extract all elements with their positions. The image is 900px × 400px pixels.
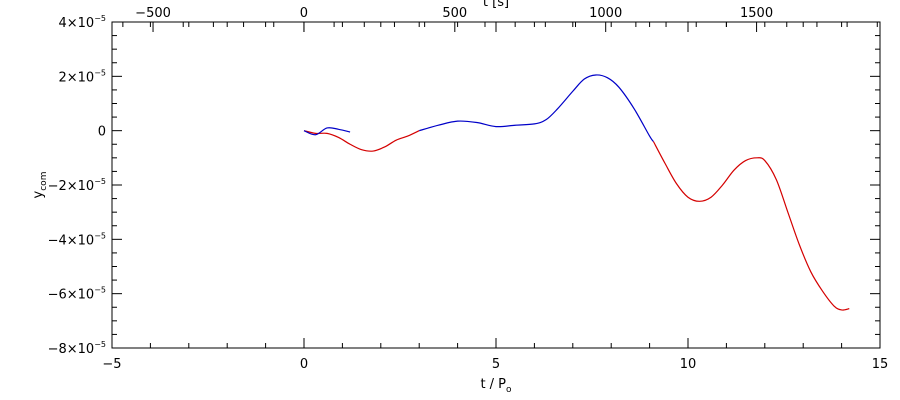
y-tick-label: 2×10−5 [58,68,106,85]
y-tick-label: −8×10−5 [48,340,106,357]
top-x-tick-label: 1500 [740,6,773,21]
series-line-1 [303,130,420,152]
axis-ticks [111,21,881,349]
top-x-tick-label: 1000 [589,6,622,21]
top-x-tick-label: 500 [442,6,467,21]
x-tick-label: 15 [872,357,889,372]
x-tick-label: 10 [680,357,697,372]
y-tick-label: 4×10−5 [58,14,106,31]
top-x-tick-label: −500 [135,6,171,21]
series-line-4 [652,141,850,311]
y-tick-label: −2×10−5 [48,177,106,194]
series-line-2 [303,127,351,136]
y-tick-label: −6×10−5 [48,286,106,303]
x-tick-label: 5 [492,357,500,372]
plot-frame [111,21,881,349]
top-x-axis-label: t [s] [483,0,509,10]
y-axis-label: ycom [31,172,49,199]
x-axis-label: t / Po [480,377,512,395]
axis-tick-labels: −5 0 5 10 15 −500 0 500 1000 1500 4×10−5 2×10−5 0 −2×… [48,6,889,372]
y-tick-label: −4×10−5 [48,231,106,248]
x-tick-label: −5 [102,357,121,372]
top-x-tick-label: 0 [300,6,308,21]
series-line-3 [419,74,654,142]
y-tick-label: 0 [98,125,106,140]
data-series [303,74,850,311]
x-tick-label: 0 [300,357,308,372]
